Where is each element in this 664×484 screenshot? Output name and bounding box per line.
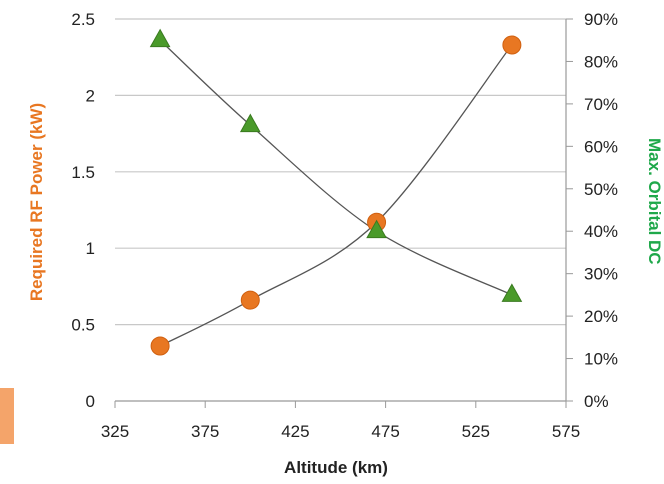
x-tick-label: 325 [101, 422, 129, 441]
trendline-series-2 [159, 39, 513, 296]
y2-tick-label: 60% [584, 137, 618, 156]
axes-layer [114, 18, 573, 408]
left-y-axis-title: Required RF Power (kW) [27, 103, 46, 301]
trendline-series-1 [159, 44, 513, 347]
y-tick-label: 0.5 [71, 316, 95, 335]
x-tick-label: 425 [281, 422, 309, 441]
data-point-triangle [501, 283, 523, 302]
y2-tick-label: 90% [584, 10, 618, 29]
x-axis-title: Altitude (km) [284, 458, 388, 477]
marks-layer [149, 28, 523, 356]
data-point-triangle [239, 113, 261, 133]
y-tick-label: 0 [86, 392, 95, 411]
y2-tick-label: 50% [584, 180, 618, 199]
y-tick-label: 2.5 [71, 10, 95, 29]
data-point-circle [240, 290, 260, 310]
x-tick-label: 375 [191, 422, 219, 441]
data-point-triangle [366, 219, 387, 239]
data-point-triangle [149, 28, 171, 48]
trendline-layer [159, 39, 513, 347]
y2-tick-label: 10% [584, 350, 618, 369]
x-tick-label: 475 [371, 422, 399, 441]
y2-tick-label: 30% [584, 265, 618, 284]
y2-tick-label: 0% [584, 392, 609, 411]
ticks-layer: 0 0.5 1 1.5 2 2.5 0% 10% 20% 30% 40% 50% 60% 70% 80% 90… [71, 10, 618, 441]
x-tick-label: 525 [462, 422, 490, 441]
right-y-axis-title: Max. Orbital DC [645, 138, 664, 265]
decorative-tab [0, 388, 14, 444]
y-tick-label: 1 [86, 239, 95, 258]
data-point-circle [150, 336, 170, 356]
y-tick-label: 2 [86, 86, 95, 105]
grid-layer [115, 18, 566, 326]
y2-tick-label: 70% [584, 95, 618, 114]
y2-tick-label: 80% [584, 52, 618, 71]
y-tick-label: 1.5 [71, 163, 95, 182]
y2-tick-label: 20% [584, 307, 618, 326]
data-point-circle [502, 35, 522, 55]
x-tick-label: 575 [552, 422, 580, 441]
y2-tick-label: 40% [584, 222, 618, 241]
